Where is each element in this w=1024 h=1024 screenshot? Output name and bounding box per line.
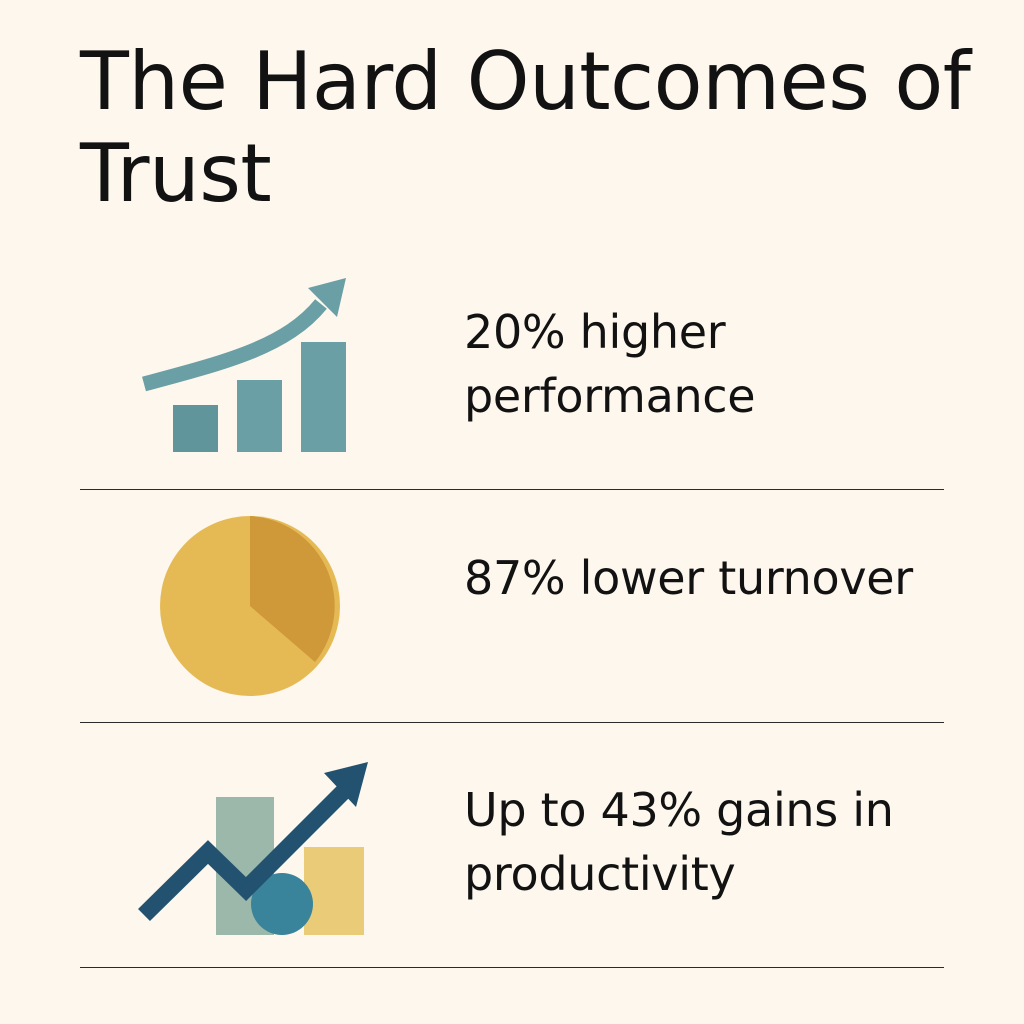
trend-arrowhead — [324, 762, 368, 807]
dot-ocean — [251, 873, 313, 935]
growth-arrowhead — [308, 278, 346, 317]
trend-line — [138, 784, 351, 922]
trend-arrow-chart-icon — [138, 762, 368, 935]
growth-curve — [142, 299, 327, 392]
divider — [80, 722, 944, 723]
stat-text-performance: 20% higher performance — [464, 305, 756, 423]
growth-bar-chart-icon — [142, 278, 346, 452]
bar-small — [173, 405, 218, 452]
stat-text-turnover: 87% lower turnover — [464, 551, 913, 605]
divider — [80, 489, 944, 490]
stat-text-productivity: Up to 43% gains in productivity — [464, 783, 894, 901]
bar-medium — [237, 380, 282, 452]
pie-chart-icon — [160, 516, 340, 696]
divider — [80, 967, 944, 968]
bar-large — [301, 342, 346, 452]
page-title: The Hard Outcomes of Trust — [80, 35, 971, 220]
bar-sand — [304, 847, 364, 935]
pie-accent-slice — [250, 516, 335, 662]
